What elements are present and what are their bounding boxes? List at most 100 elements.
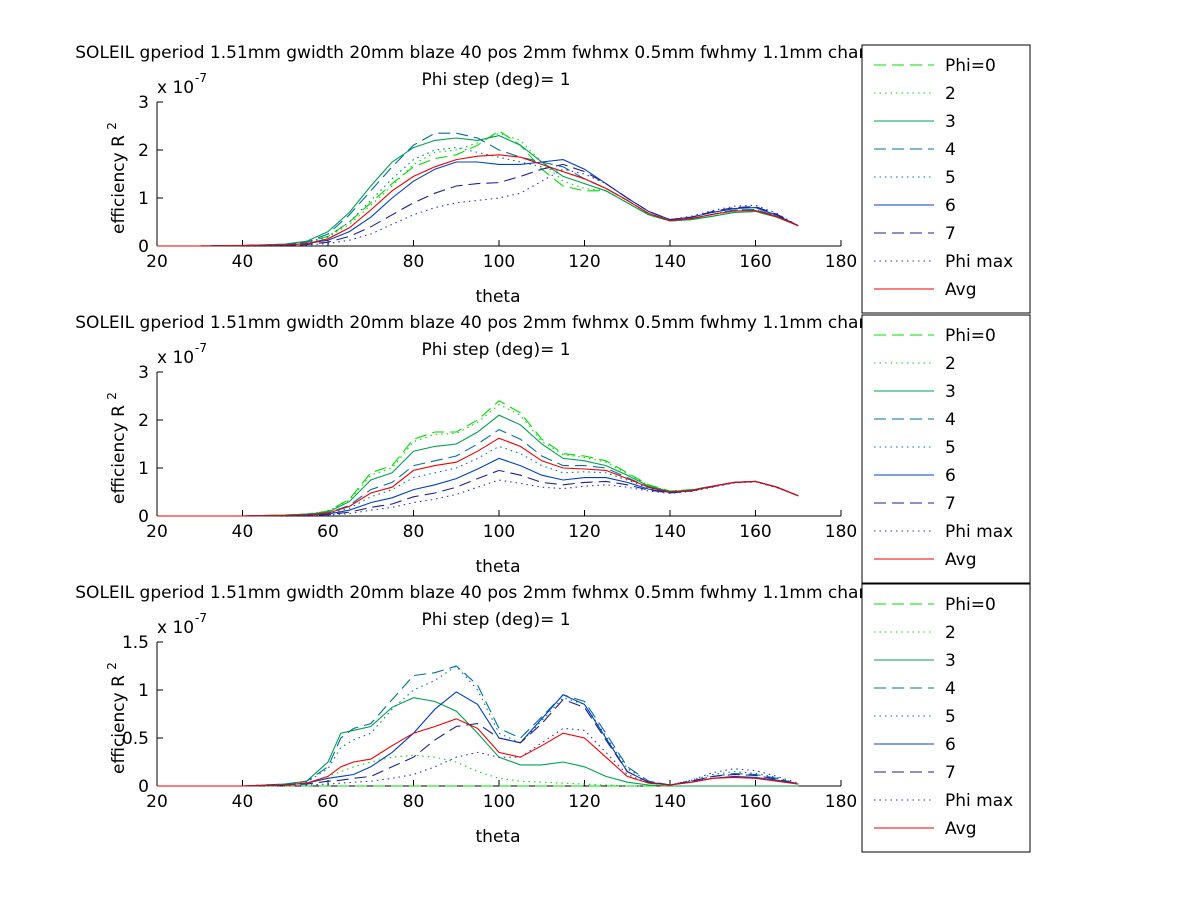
legend-label: 6 bbox=[945, 735, 956, 755]
y-multiplier-exponent: -7 bbox=[195, 341, 207, 355]
chart-subtitle: Phi step (deg)= 1 bbox=[421, 70, 570, 90]
legend-label: Phi=0 bbox=[945, 326, 996, 346]
legend-label: Avg bbox=[945, 819, 977, 839]
x-tick-label: 20 bbox=[146, 792, 168, 812]
legend-label: 3 bbox=[945, 382, 956, 402]
x-tick-label: 140 bbox=[654, 792, 686, 812]
x-tick-label: 60 bbox=[317, 792, 339, 812]
y-tick-label: 0 bbox=[138, 237, 149, 257]
x-tick-label: 60 bbox=[317, 252, 339, 272]
legend-label: 7 bbox=[945, 224, 956, 244]
series-line-3 bbox=[157, 135, 799, 247]
y-tick-label: 2 bbox=[138, 411, 149, 431]
x-axis-label: theta bbox=[476, 557, 521, 577]
chart-title: SOLEIL gperiod 1.51mm gwidth 20mm blaze … bbox=[75, 583, 1021, 603]
chart-subtitle: Phi step (deg)= 1 bbox=[421, 610, 570, 630]
series-line-7 bbox=[157, 163, 799, 247]
legend-label: 4 bbox=[945, 140, 956, 160]
legend-box bbox=[861, 583, 1031, 853]
chart-panel-1: SOLEIL gperiod 1.51mm gwidth 20mm blaze … bbox=[75, 43, 1031, 314]
x-tick-label: 120 bbox=[568, 252, 600, 272]
legend-label: 4 bbox=[945, 410, 956, 430]
legend-label: Phi max bbox=[945, 252, 1013, 272]
x-tick-label: 120 bbox=[568, 792, 600, 812]
x-tick-label: 160 bbox=[739, 522, 771, 542]
x-tick-label: 180 bbox=[825, 252, 857, 272]
legend-label: Phi=0 bbox=[945, 595, 996, 615]
legend-label: Phi max bbox=[945, 522, 1013, 542]
legend-label: Phi=0 bbox=[945, 56, 996, 76]
y-multiplier: x 10 bbox=[157, 78, 194, 98]
x-tick-label: 180 bbox=[825, 522, 857, 542]
series-line-8 bbox=[157, 479, 799, 517]
x-tick-label: 100 bbox=[483, 792, 515, 812]
y-multiplier-exponent: -7 bbox=[195, 611, 207, 625]
x-tick-label: 80 bbox=[403, 522, 425, 542]
x-tick-label: 40 bbox=[232, 792, 254, 812]
y-tick-label: 0.5 bbox=[122, 729, 149, 749]
x-tick-label: 40 bbox=[232, 252, 254, 272]
y-multiplier: x 10 bbox=[157, 348, 194, 368]
y-axis-label: efficiency R 2 bbox=[105, 122, 129, 234]
y-tick-label: 1 bbox=[138, 681, 149, 701]
chart-panel-3: SOLEIL gperiod 1.51mm gwidth 20mm blaze … bbox=[75, 583, 1031, 853]
y-tick-label: 1.5 bbox=[122, 633, 149, 653]
series-line-8 bbox=[157, 168, 799, 247]
x-axis-label: theta bbox=[476, 287, 521, 307]
legend-label: 5 bbox=[945, 707, 956, 727]
y-tick-label: 3 bbox=[138, 363, 149, 383]
series-line-5 bbox=[157, 147, 799, 247]
x-tick-label: 80 bbox=[403, 252, 425, 272]
legend: Phi=0 2 3 4 5 6 7 Phi max Avg bbox=[861, 583, 1031, 853]
x-tick-label: 40 bbox=[232, 522, 254, 542]
legend-label: Avg bbox=[945, 280, 977, 300]
legend-label: 2 bbox=[945, 623, 956, 643]
x-tick-label: 60 bbox=[317, 522, 339, 542]
x-tick-label: 140 bbox=[654, 252, 686, 272]
legend-label: 3 bbox=[945, 651, 956, 671]
x-tick-label: 80 bbox=[403, 792, 425, 812]
series-line-6 bbox=[157, 159, 799, 247]
chart-title: SOLEIL gperiod 1.51mm gwidth 20mm blaze … bbox=[75, 43, 1021, 63]
series-line-9 bbox=[157, 154, 799, 247]
y-tick-label: 3 bbox=[138, 93, 149, 113]
legend-label: 2 bbox=[945, 84, 956, 104]
legend-box bbox=[861, 44, 1031, 314]
x-tick-label: 100 bbox=[483, 252, 515, 272]
y-axis-label: efficiency R 2 bbox=[105, 392, 129, 504]
y-tick-label: 0 bbox=[138, 777, 149, 797]
series-line-1 bbox=[157, 130, 799, 247]
series-line-7 bbox=[157, 698, 799, 787]
x-tick-label: 160 bbox=[739, 252, 771, 272]
legend: Phi=0 2 3 4 5 6 7 Phi max Avg bbox=[861, 44, 1031, 314]
x-tick-label: 20 bbox=[146, 522, 168, 542]
y-tick-label: 0 bbox=[138, 507, 149, 527]
legend-label: 5 bbox=[945, 438, 956, 458]
x-tick-label: 20 bbox=[146, 252, 168, 272]
legend-label: 7 bbox=[945, 763, 956, 783]
series-line-4 bbox=[157, 132, 799, 247]
x-tick-label: 160 bbox=[739, 792, 771, 812]
legend-label: Avg bbox=[945, 550, 977, 570]
y-multiplier: x 10 bbox=[157, 618, 194, 638]
legend-label: 7 bbox=[945, 494, 956, 514]
x-axis-label: theta bbox=[476, 827, 521, 847]
y-tick-label: 1 bbox=[138, 189, 149, 209]
x-tick-label: 180 bbox=[825, 792, 857, 812]
series-line-9 bbox=[157, 718, 799, 787]
chart-panel-2: SOLEIL gperiod 1.51mm gwidth 20mm blaze … bbox=[75, 313, 1031, 584]
series-line-9 bbox=[157, 437, 799, 517]
series-line-8 bbox=[157, 727, 799, 787]
chart-title: SOLEIL gperiod 1.51mm gwidth 20mm blaze … bbox=[75, 313, 1021, 333]
y-axis-label: efficiency R 2 bbox=[105, 662, 129, 774]
legend-label: 6 bbox=[945, 466, 956, 486]
legend-label: 3 bbox=[945, 112, 956, 132]
y-tick-label: 1 bbox=[138, 459, 149, 479]
legend-label: 4 bbox=[945, 679, 956, 699]
legend-box bbox=[861, 314, 1031, 584]
y-multiplier-exponent: -7 bbox=[195, 71, 207, 85]
legend: Phi=0 2 3 4 5 6 7 Phi max Avg bbox=[861, 314, 1031, 584]
x-tick-label: 140 bbox=[654, 522, 686, 542]
legend-label: 2 bbox=[945, 354, 956, 374]
